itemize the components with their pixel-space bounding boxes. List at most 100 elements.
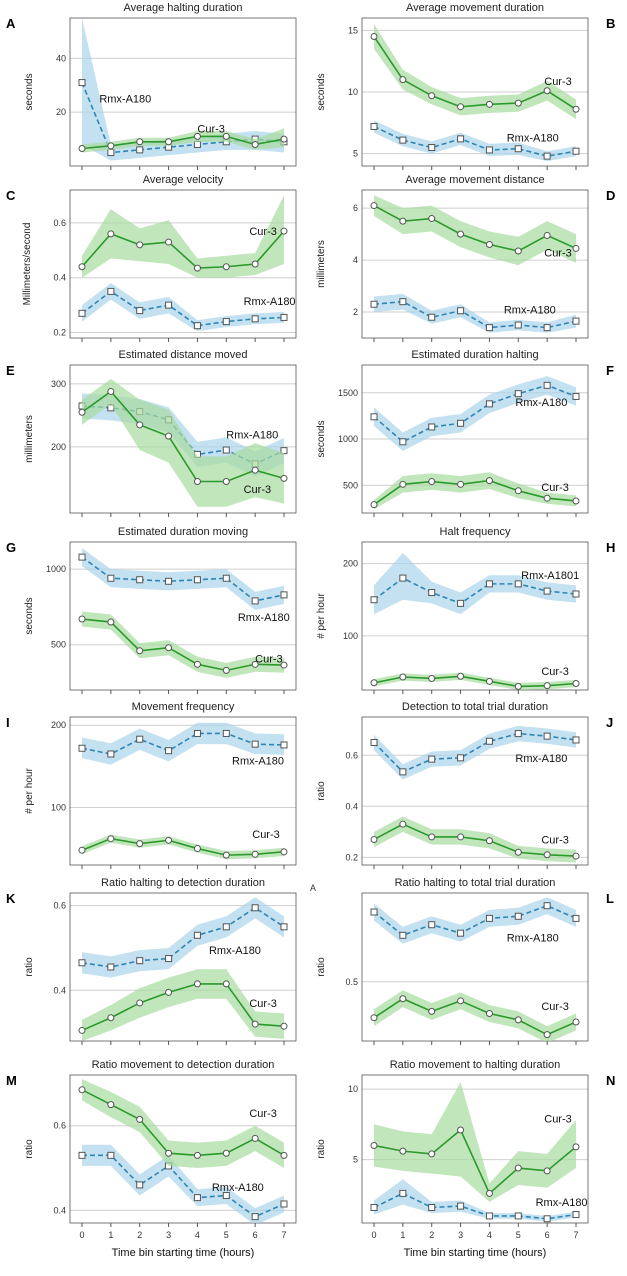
marker-cur3 bbox=[370, 501, 378, 509]
marker-rmx bbox=[251, 597, 259, 605]
series-label-rmx: Rmx-A1801 bbox=[521, 570, 579, 582]
panel-letter: G bbox=[6, 540, 16, 555]
marker-cur3 bbox=[485, 477, 493, 485]
panel-title: Average movement distance bbox=[405, 174, 544, 186]
panel-title: Estimated duration halting bbox=[411, 349, 538, 361]
series-line-cur3 bbox=[373, 675, 577, 688]
marker-cur3 bbox=[514, 848, 522, 856]
series-line-cur3 bbox=[373, 479, 577, 506]
marker-rmx bbox=[543, 381, 551, 389]
marker-cur3 bbox=[136, 421, 144, 429]
marker-rmx bbox=[399, 931, 407, 939]
y-tick-label: 10 bbox=[348, 1084, 358, 1094]
marker-rmx bbox=[222, 1192, 230, 1200]
y-axis-label: ratio bbox=[24, 1139, 35, 1159]
x-tick-label: 1 bbox=[400, 1230, 405, 1240]
marker-cur3 bbox=[399, 1147, 407, 1155]
marker-cur3 bbox=[428, 1007, 436, 1015]
marker-cur3 bbox=[572, 244, 580, 252]
marker-cur3 bbox=[572, 1143, 580, 1151]
panel-n: Ratio movement to halting durationN510ra… bbox=[316, 1059, 615, 1259]
series-label-cur3: Cur-3 bbox=[541, 834, 569, 846]
series-line-cur3 bbox=[81, 618, 285, 672]
marker-rmx bbox=[485, 400, 493, 408]
y-axis-label: # per hour bbox=[316, 593, 327, 639]
series-label-rmx: Rmx-A180 bbox=[244, 296, 296, 308]
y-tick-label: 0.2 bbox=[345, 852, 358, 862]
series-layer bbox=[370, 1082, 580, 1223]
marker-cur3 bbox=[572, 680, 580, 688]
plot-frame bbox=[361, 17, 589, 167]
marker-rmx bbox=[514, 390, 522, 398]
marker-cur3 bbox=[78, 408, 86, 416]
marker-cur3 bbox=[251, 466, 259, 474]
series-label-cur3: Cur-3 bbox=[544, 1114, 572, 1126]
panel-annotation: A bbox=[310, 883, 316, 893]
y-tick-label: 1000 bbox=[46, 564, 66, 574]
marker-cur3 bbox=[457, 103, 465, 111]
band-cur3 bbox=[82, 195, 284, 278]
marker-cur3 bbox=[428, 833, 436, 841]
marker-cur3 bbox=[78, 615, 86, 623]
x-tick-label: 7 bbox=[573, 1230, 578, 1240]
panel-i: Movement frequency I 100 200 # per hour Rmx-A… bbox=[6, 701, 297, 869]
x-tick-label: 2 bbox=[137, 1230, 142, 1240]
panel-d: Average movement distance D 2 4 6 millimeters… bbox=[316, 174, 615, 342]
marker-cur3 bbox=[251, 1020, 259, 1028]
band-cur3 bbox=[82, 611, 284, 678]
x-tick-label: 2 bbox=[429, 1230, 434, 1240]
marker-cur3 bbox=[514, 247, 522, 255]
band-rmx bbox=[82, 283, 284, 332]
marker-cur3 bbox=[370, 679, 378, 687]
y-tick-label: 15 bbox=[348, 25, 358, 35]
marker-rmx bbox=[165, 577, 173, 585]
y-tick-label: 1000 bbox=[338, 434, 358, 444]
marker-rmx bbox=[193, 931, 201, 939]
y-tick-label: 300 bbox=[51, 379, 66, 389]
marker-rmx bbox=[543, 902, 551, 910]
series-label-rmx: Rmx-A180 bbox=[536, 1197, 588, 1209]
marker-rmx bbox=[485, 914, 493, 922]
marker-rmx bbox=[107, 963, 115, 971]
x-axis-label: Time bin starting time (hours) bbox=[404, 1247, 547, 1259]
plot-frame bbox=[69, 1074, 297, 1224]
marker-cur3 bbox=[457, 230, 465, 238]
marker-cur3 bbox=[107, 618, 115, 626]
marker-cur3 bbox=[193, 845, 201, 853]
x-tick-label: 6 bbox=[545, 1230, 550, 1240]
marker-cur3 bbox=[370, 33, 378, 40]
marker-rmx bbox=[136, 735, 144, 743]
series-line-rmx bbox=[81, 556, 285, 602]
marker-rmx bbox=[572, 590, 580, 598]
marker-cur3 bbox=[485, 837, 493, 845]
marker-rmx bbox=[222, 318, 230, 326]
marker-cur3 bbox=[514, 1016, 522, 1024]
panel-title: Ratio movement to detection duration bbox=[92, 1059, 275, 1071]
marker-rmx bbox=[165, 301, 173, 309]
series-label-cur3: Cur-3 bbox=[541, 1001, 569, 1013]
series-label-rmx: Rmx-A180 bbox=[504, 304, 556, 316]
band-cur3 bbox=[82, 834, 284, 860]
marker-cur3 bbox=[399, 217, 407, 225]
marker-rmx bbox=[572, 914, 580, 922]
marker-cur3 bbox=[543, 851, 551, 859]
y-axis-label: seconds bbox=[316, 420, 327, 457]
series-layer bbox=[370, 376, 580, 510]
marker-cur3 bbox=[572, 1018, 580, 1026]
panel-a: Average halting duration A 20 40 seconds Rmx-… bbox=[6, 2, 297, 170]
marker-cur3 bbox=[136, 138, 144, 146]
panel-letter: F bbox=[606, 363, 614, 378]
marker-rmx bbox=[572, 736, 580, 744]
series-line-rmx bbox=[82, 1154, 285, 1218]
series-layer bbox=[370, 552, 580, 690]
marker-cur3 bbox=[222, 980, 230, 988]
marker-cur3 bbox=[222, 666, 230, 674]
series-layer bbox=[78, 1079, 288, 1223]
marker-cur3 bbox=[165, 432, 173, 440]
marker-cur3 bbox=[370, 1014, 378, 1022]
series-label-cur3: Cur-3 bbox=[249, 1108, 277, 1120]
marker-cur3 bbox=[485, 241, 493, 249]
marker-rmx bbox=[514, 145, 522, 153]
y-tick-label: 200 bbox=[343, 559, 358, 569]
marker-cur3 bbox=[107, 835, 115, 843]
